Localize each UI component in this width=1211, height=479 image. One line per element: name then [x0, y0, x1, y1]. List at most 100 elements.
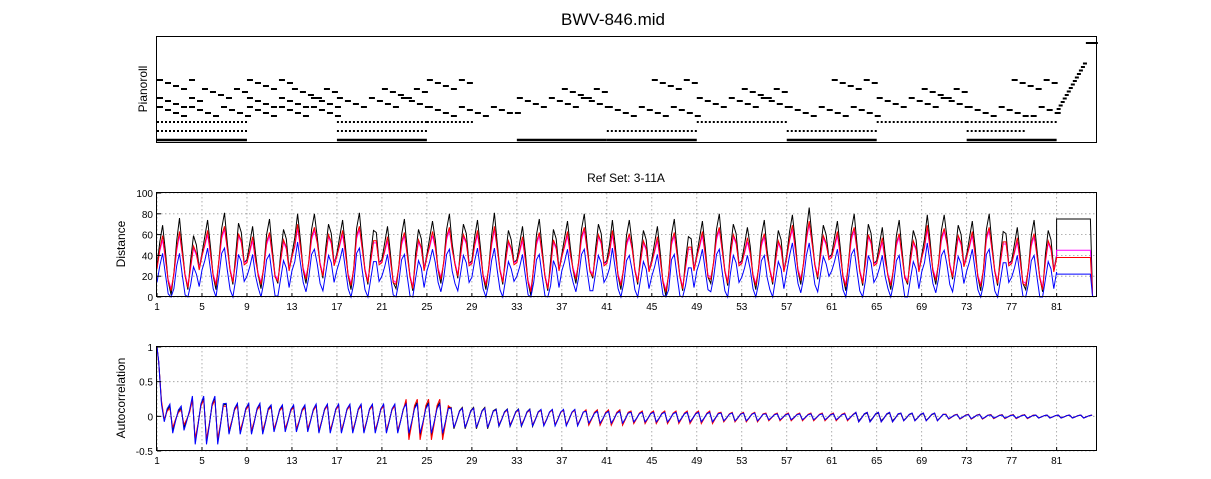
- pianoroll-panel: Pianoroll: [136, 36, 1098, 143]
- note-dash: [945, 97, 952, 99]
- x-tick-label: 17: [331, 456, 343, 467]
- note-dot: [610, 130, 613, 132]
- note-dot: [662, 130, 665, 132]
- note-dot: [716, 121, 719, 123]
- note-dot: [360, 130, 363, 132]
- note-dot: [614, 130, 617, 132]
- note-dot: [1018, 121, 1021, 123]
- note-dot: [814, 130, 817, 132]
- note-dot: [412, 121, 415, 123]
- note-dash: [315, 97, 322, 99]
- note-dash: [826, 109, 833, 111]
- note-dash: [1070, 83, 1075, 86]
- note-dot: [904, 121, 907, 123]
- note-dot: [225, 130, 227, 132]
- y-tick-label: 60: [142, 231, 154, 242]
- note-dash: [466, 109, 473, 111]
- note-dash: [209, 91, 216, 93]
- note-dot: [850, 130, 853, 132]
- note-dot: [157, 130, 159, 132]
- note-dot: [794, 130, 797, 132]
- x-tick-label: 61: [826, 302, 838, 313]
- note-dot: [380, 121, 383, 123]
- note-dash: [482, 115, 489, 117]
- note-dash: [651, 79, 658, 81]
- note-dash: [1060, 101, 1065, 103]
- note-dot: [626, 130, 629, 132]
- note-dot: [748, 121, 751, 123]
- note-dash: [1078, 69, 1083, 72]
- note-dash: [294, 103, 301, 105]
- distance-ylabel: Distance: [114, 220, 128, 267]
- note-dot: [982, 121, 985, 123]
- note-dot: [161, 121, 163, 123]
- note-dash: [421, 91, 428, 93]
- note-dot: [201, 121, 203, 123]
- note-dash: [400, 97, 407, 99]
- note-dash: [863, 79, 870, 81]
- note-dash: [376, 100, 383, 102]
- note-dash: [237, 112, 243, 114]
- note-dash: [892, 103, 899, 105]
- distance-title: Ref Set: 3-11A: [587, 171, 665, 185]
- x-tick-label: 37: [556, 456, 568, 467]
- note-dot: [622, 130, 625, 132]
- note-dot: [854, 130, 857, 132]
- note-dot: [1018, 130, 1021, 132]
- distance-frame: [156, 192, 1097, 297]
- note-dot: [360, 121, 363, 123]
- x-tick-label: 33: [511, 456, 523, 467]
- note-dash: [1006, 109, 1013, 111]
- note-dot: [970, 121, 973, 123]
- note-dash: [675, 88, 682, 90]
- note-dash: [294, 112, 301, 114]
- note-dot: [408, 130, 411, 132]
- note-dot: [201, 130, 203, 132]
- note-dot: [752, 121, 755, 123]
- note-dash: [876, 97, 883, 99]
- note-dash: [205, 112, 211, 114]
- x-tick-label: 41: [601, 302, 613, 313]
- note-dash: [768, 100, 775, 102]
- note-dash: [524, 100, 531, 102]
- y-tick-label: -0.5: [136, 447, 154, 458]
- x-tick-label: 57: [781, 302, 793, 313]
- note-dot: [1038, 121, 1041, 123]
- x-tick-label: 37: [556, 302, 568, 313]
- note-dot: [197, 130, 199, 132]
- note-dash: [352, 103, 359, 105]
- note-dot: [964, 121, 967, 123]
- note-dash: [953, 88, 960, 90]
- note-dash: [302, 106, 309, 108]
- note-dot: [700, 121, 703, 123]
- note-dot: [462, 121, 465, 123]
- note-dot: [986, 130, 989, 132]
- note-dash: [540, 106, 547, 108]
- note-dot: [858, 130, 861, 132]
- x-tick-label: 33: [511, 302, 523, 313]
- series-line: [156, 346, 1093, 445]
- note-dot: [892, 121, 895, 123]
- x-tick-label: 13: [286, 302, 298, 313]
- note-dot: [994, 121, 997, 123]
- note-dash: [181, 88, 187, 90]
- note-dash: [424, 106, 431, 108]
- note-dot: [928, 121, 931, 123]
- note-dash: [514, 112, 521, 114]
- note-dot: [986, 121, 989, 123]
- note-dot: [233, 121, 235, 123]
- note-dot: [896, 121, 899, 123]
- note-dash: [413, 88, 420, 90]
- note-dot: [994, 130, 997, 132]
- note-dot: [392, 130, 395, 132]
- note-dash: [604, 106, 611, 108]
- note-dash: [254, 109, 261, 111]
- note-dot: [205, 121, 207, 123]
- note-dot: [658, 130, 661, 132]
- note-dot: [998, 130, 1001, 132]
- note-dot: [380, 130, 383, 132]
- note-dot: [786, 130, 789, 132]
- note-dash: [871, 82, 878, 84]
- note-dot: [646, 130, 649, 132]
- note-dash: [458, 79, 465, 81]
